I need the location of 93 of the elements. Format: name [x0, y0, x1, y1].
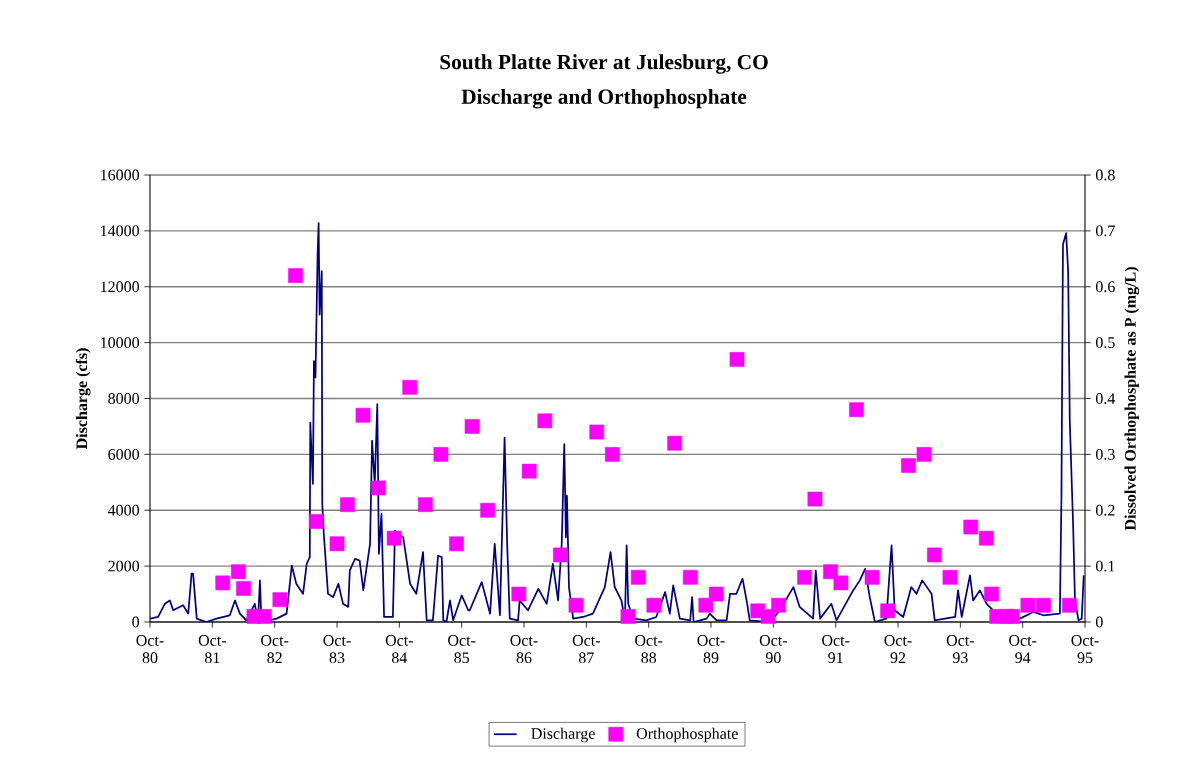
point [386, 530, 402, 546]
x-tick-label: Oct-93 [946, 635, 974, 664]
point [568, 597, 584, 613]
point [464, 419, 480, 434]
point [963, 519, 979, 535]
y2-tick-label: 0.3 [1095, 448, 1115, 460]
y2-tick-label: 0.4 [1095, 393, 1116, 404]
point [682, 569, 698, 585]
y2-tick-label: 0 [1095, 616, 1103, 628]
point [433, 447, 449, 462]
point [589, 424, 605, 440]
x-tick-label: Oct-94 [1009, 635, 1037, 664]
point [708, 586, 724, 602]
x-tick-label: Oct-84 [385, 635, 413, 664]
point [288, 268, 303, 283]
point [667, 435, 682, 451]
point [480, 502, 495, 518]
y2-tick-label: 0.5 [1095, 337, 1115, 349]
point [329, 536, 345, 552]
point [215, 575, 231, 591]
x-tick-label: Oct-89 [697, 635, 725, 664]
point [230, 564, 246, 580]
point [646, 597, 662, 613]
x-tick-label: Oct-81 [198, 635, 226, 664]
x-tick-label: Oct-95 [1071, 635, 1099, 664]
point [355, 407, 371, 423]
x-tick-label: Oct-91 [822, 635, 850, 664]
point [807, 491, 823, 507]
point [849, 402, 864, 418]
x-tick-label: Oct-90 [759, 635, 787, 664]
point [833, 575, 849, 591]
point [880, 603, 895, 619]
point [340, 497, 355, 512]
point [553, 547, 568, 563]
y2-tick-label: 0.7 [1095, 225, 1115, 237]
point [449, 536, 464, 552]
point [927, 547, 942, 563]
point [1004, 609, 1020, 624]
point [942, 569, 958, 585]
point [916, 447, 932, 462]
chart-title: South Platte River at Julesburg, CO [440, 54, 768, 74]
point [308, 514, 324, 529]
legend-label: Discharge [531, 727, 595, 743]
y-tick-label: 6000 [108, 448, 140, 460]
y-tick-label: 4000 [107, 504, 140, 516]
point [521, 463, 537, 479]
point [797, 569, 812, 585]
y-tick-label: 8000 [108, 393, 140, 404]
chart-subtitle: Discharge and Orthophosphate [461, 88, 747, 109]
point [729, 352, 745, 367]
point [1036, 597, 1051, 613]
point [698, 597, 714, 613]
point [236, 581, 251, 596]
y-tick-label: 12000 [101, 281, 140, 293]
point [630, 569, 646, 585]
point [760, 609, 776, 624]
point [272, 592, 288, 607]
x-tick-label: Oct-82 [261, 635, 289, 664]
point [537, 413, 553, 429]
point [256, 609, 272, 624]
x-tick-label: Oct-85 [448, 635, 476, 664]
y-tick-label: 16000 [101, 169, 140, 181]
x-tick-label: Oct-88 [635, 635, 663, 664]
y2-tick-label: 0.1 [1095, 560, 1115, 572]
y-tick-label: 0 [132, 616, 140, 628]
y-tick-label: 14000 [101, 225, 140, 237]
point [371, 480, 386, 496]
point [901, 458, 916, 473]
point [1020, 597, 1036, 613]
legend-label: Orthophosphate [636, 727, 738, 743]
y-tick-label: 10000 [101, 337, 140, 349]
y-tick-label: 2000 [108, 560, 140, 572]
point [511, 586, 527, 602]
point [984, 586, 999, 602]
y-axis-title: Discharge (cfs) [75, 348, 91, 450]
x-tick-label: Oct-86 [510, 635, 538, 664]
point [864, 569, 880, 585]
y2-tick-label: 0.6 [1095, 281, 1115, 293]
point [620, 609, 636, 624]
point [771, 597, 786, 613]
x-tick-label: Oct-80 [136, 635, 164, 664]
y2-tick-label: 0.2 [1095, 504, 1115, 516]
point [604, 447, 620, 462]
point [823, 564, 838, 580]
point [978, 530, 994, 546]
point [417, 497, 433, 512]
x-tick-label: Oct-87 [572, 635, 600, 664]
point [402, 379, 418, 395]
x-tick-label: Oct-92 [884, 635, 912, 664]
x-tick-label: Oct-83 [323, 635, 351, 664]
point [1062, 597, 1077, 613]
y2-axis-title: Dissolved Orthophosphate as P (mg/L) [1124, 267, 1140, 531]
y2-tick-label: 0.8 [1095, 169, 1115, 181]
